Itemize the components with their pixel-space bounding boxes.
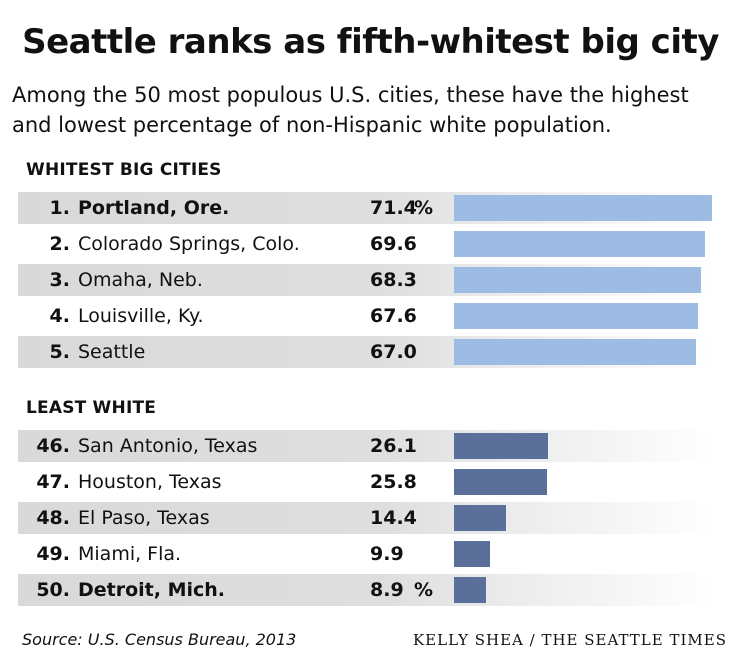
chart-row: 50. Detroit, Mich. 8.9% [18,574,718,606]
bar [454,541,490,567]
value-label: 68.3 [370,269,417,291]
value-label: 69.6 [370,233,417,255]
bar [454,339,696,365]
chart-row: 46. San Antonio, Texas 26.1 [18,430,718,462]
rank-label: 5. [49,341,70,363]
chart-row: 3. Omaha, Neb. 68.3 [18,264,718,296]
subtitle-line-1: Among the 50 most populous U.S. cities, … [12,83,689,107]
value-label: 26.1 [370,435,417,457]
city-label: Portland, Ore. [78,197,230,219]
value-label: 9.9 [370,543,404,565]
value-label: 8.9 [370,579,404,601]
rank-label: 46. [36,435,70,457]
bar [454,303,698,329]
chart-subtitle: Among the 50 most populous U.S. cities, … [12,80,737,140]
rank-label: 1. [49,197,70,219]
percent-sign: % [414,197,434,219]
city-label: Detroit, Mich. [78,579,226,601]
rank-label: 2. [49,233,70,255]
chart-row: 5. Seattle 67.0 [18,336,718,368]
chart-row: 1. Portland, Ore. 71.4% [18,192,718,224]
city-label: Seattle [78,341,146,363]
city-label: Omaha, Neb. [78,269,203,291]
credit-line: KELLY SHEA / THE SEATTLE TIMES [412,631,727,649]
value-label: 71.4 [370,197,417,219]
city-label: Miami, Fla. [78,543,182,565]
bar [454,469,547,495]
city-label: Colorado Springs, Colo. [78,233,300,255]
percent-sign: % [414,579,434,601]
rank-label: 47. [36,471,70,493]
rank-label: 50. [36,579,70,601]
section-label: LEAST WHITE [26,398,157,418]
city-label: Louisville, Ky. [78,305,204,327]
source-note: Source: U.S. Census Bureau, 2013 [22,630,297,649]
rank-label: 48. [36,507,70,529]
chart-row: 47. Houston, Texas 25.8 [18,466,718,498]
value-label: 14.4 [370,507,417,529]
bar [454,505,506,531]
subtitle-line-2: and lowest percentage of non-Hispanic wh… [12,113,612,137]
rank-label: 3. [49,269,70,291]
section-label: WHITEST BIG CITIES [26,160,222,180]
chart-row: 49. Miami, Fla. 9.9 [18,538,718,570]
value-label: 25.8 [370,471,417,493]
bar [454,195,712,221]
rank-label: 4. [49,305,70,327]
city-label: Houston, Texas [78,471,222,493]
city-label: San Antonio, Texas [78,435,258,457]
bar [454,577,486,603]
value-label: 67.6 [370,305,417,327]
value-label: 67.0 [370,341,417,363]
bar [454,267,701,293]
bar [454,433,548,459]
chart-row: 2. Colorado Springs, Colo. 69.6 [18,228,718,260]
chart-row: 4. Louisville, Ky. 67.6 [18,300,718,332]
rank-label: 49. [36,543,70,565]
city-label: El Paso, Texas [78,507,210,529]
bar [454,231,705,257]
chart-title: Seattle ranks as fifth-whitest big city [22,22,719,62]
chart-row: 48. El Paso, Texas 14.4 [18,502,718,534]
